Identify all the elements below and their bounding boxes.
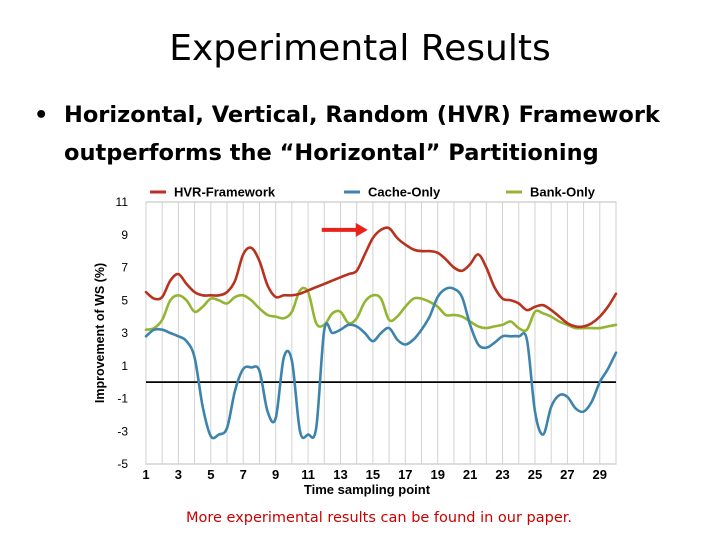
- x-tick-label: 19: [430, 467, 444, 482]
- x-tick-label: 11: [301, 467, 315, 482]
- line-chart: 1 3 5 7 9 11 13 15 17 19 21 23 25 27 291197531-1-3-5Ti…: [93, 185, 618, 497]
- y-tick-label: 11: [116, 195, 129, 209]
- arrow-head-icon: [355, 222, 368, 237]
- slide-title: Experimental Results: [169, 28, 551, 69]
- x-tick-label: 23: [495, 467, 509, 482]
- y-tick-label: 1: [121, 359, 128, 373]
- legend: HVR-Framework Cache-Only Bank-Only: [150, 185, 596, 200]
- x-tick-label: 15: [366, 467, 380, 482]
- x-tick-label: 5: [207, 467, 214, 482]
- x-tick-label: 27: [560, 467, 574, 482]
- x-tick-label: 13: [333, 467, 347, 482]
- x-tick-label: 7: [240, 467, 247, 482]
- y-tick-label: -3: [117, 424, 128, 438]
- chart-container: 1 3 5 7 9 11 13 15 17 19 21 23 25 27 29 11 9 7 5 3 1 -1 -3 -5 Ti…: [88, 178, 628, 504]
- x-axis-title: Time sampling point: [304, 482, 431, 497]
- x-tick-label: 25: [528, 467, 542, 482]
- x-tick-label: 3: [175, 467, 182, 482]
- bullet-icon: •: [34, 102, 49, 128]
- y-tick-label: 5: [121, 293, 128, 307]
- legend-label: Bank-Only: [530, 185, 596, 200]
- legend-label: Cache-Only: [368, 185, 441, 200]
- series-line-cache-only: [144, 286, 618, 440]
- footnote: More experimental results can be found i…: [185, 510, 573, 526]
- y-tick-label: 3: [121, 326, 128, 340]
- x-tick-label: 29: [593, 467, 607, 482]
- bullet-text: Horizontal, Vertical, Random (HVR) Frame…: [64, 102, 660, 166]
- series-line-hvr-framework: [144, 226, 618, 329]
- series-lines: [144, 226, 618, 440]
- bullet-point: • Horizontal, Vertical, Random (HVR) Fra…: [34, 96, 704, 172]
- y-axis-title: Improvement of WS (%): [93, 263, 107, 403]
- y-tick-label: -1: [117, 392, 128, 406]
- series-line-bank-only: [144, 286, 618, 333]
- x-tick-label: 9: [272, 467, 279, 482]
- x-tick-label: 21: [463, 467, 477, 482]
- axes: 1 3 5 7 9 11 13 15 17 19 21 23 25 27 291197531-1-3-5Ti…: [93, 195, 616, 497]
- x-tick-label: 17: [398, 467, 412, 482]
- y-tick-label: 9: [121, 228, 128, 242]
- y-tick-label: -5: [117, 457, 128, 471]
- gridlines: [145, 201, 617, 465]
- x-tick-label: 1: [142, 467, 149, 482]
- y-tick-label: 7: [121, 261, 128, 275]
- legend-label: HVR-Framework: [174, 185, 276, 200]
- annotations: [321, 222, 368, 237]
